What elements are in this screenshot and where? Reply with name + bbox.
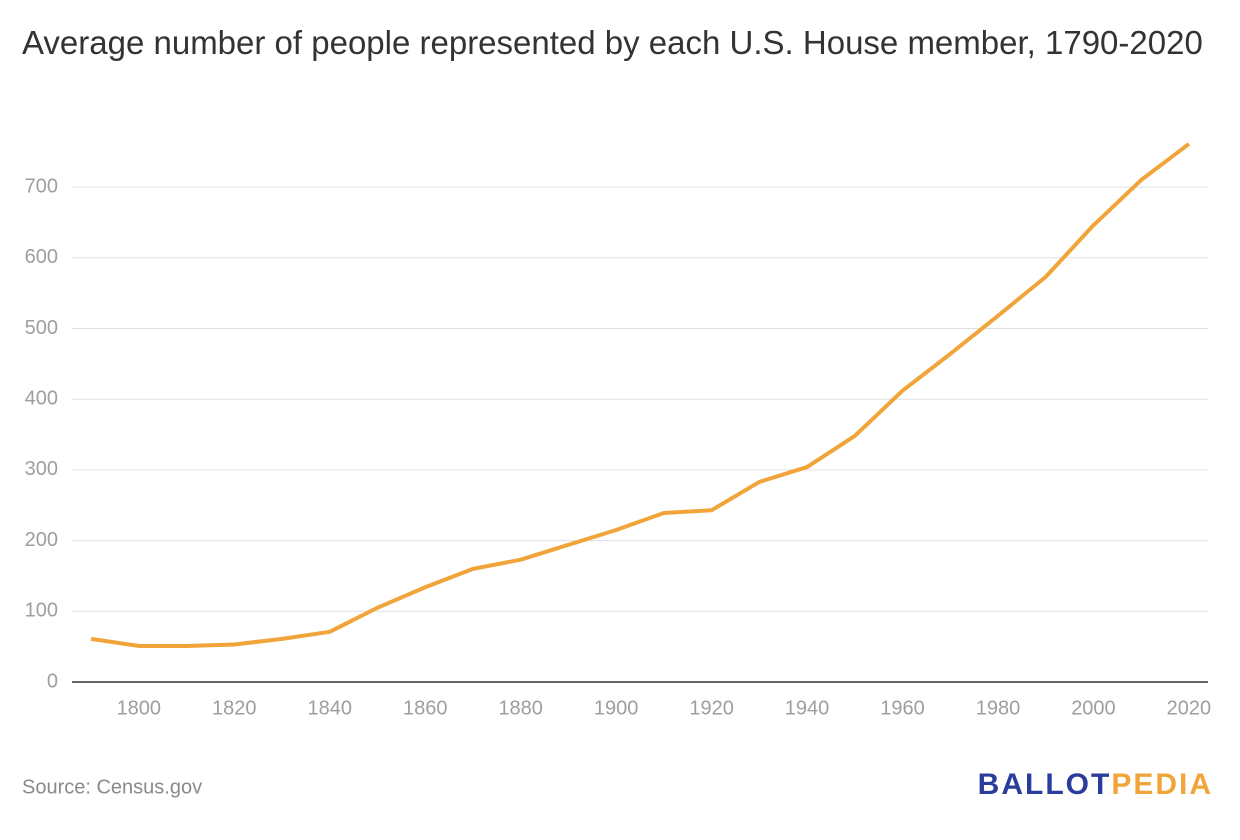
x-tick-label: 1840 — [307, 697, 352, 719]
logo-part: BALLOT — [978, 768, 1112, 801]
line — [90, 142, 1191, 648]
x-tick-label: 1900 — [594, 697, 639, 719]
x-tick-label: 1860 — [403, 697, 448, 719]
x-tick-label: 1980 — [976, 697, 1021, 719]
x-tick-label: 2000 — [1071, 697, 1116, 719]
y-tick-label: 100 — [25, 600, 58, 622]
y-tick-label: 200 — [25, 529, 58, 551]
source: Source: Census.gov — [22, 776, 202, 798]
y-tick-label: 400 — [25, 387, 58, 409]
x-tick-label: 2020 — [1167, 697, 1212, 719]
x-tick-label: 1820 — [212, 697, 257, 719]
x-tick-label: 1800 — [117, 697, 162, 719]
x-tick-label: 1940 — [785, 697, 830, 719]
y-tick-label: 600 — [25, 246, 58, 268]
y-tick-label: 0 — [47, 670, 58, 692]
x-tick-label: 1880 — [498, 697, 543, 719]
y-tick-label: 500 — [25, 317, 58, 339]
logo-part: PEDIA — [1111, 768, 1213, 801]
x-tick-label: 1920 — [689, 697, 734, 719]
y-tick-label: 300 — [25, 458, 58, 480]
y-tick-label: 700 — [25, 175, 58, 197]
x-tick-label: 1960 — [880, 697, 925, 719]
chart-title: Average number of people represented by … — [22, 24, 1203, 61]
logo: BALLOTPEDIA — [978, 768, 1213, 801]
